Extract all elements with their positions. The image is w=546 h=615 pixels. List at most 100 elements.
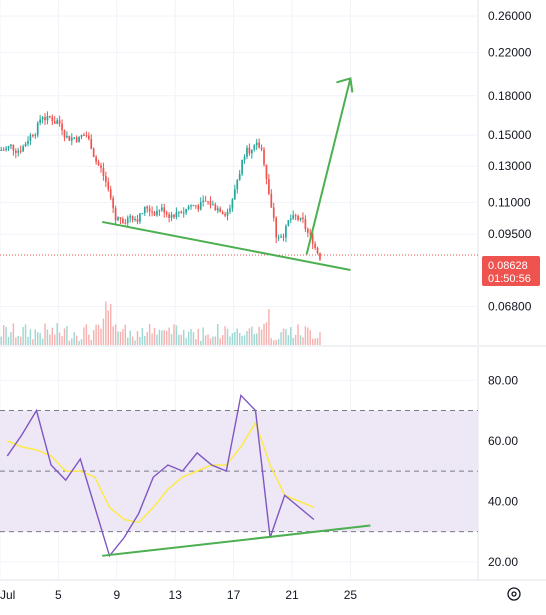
volume-bar: [112, 326, 114, 345]
candle-body: [112, 198, 115, 209]
volume-bar: [24, 324, 27, 345]
candle-body: [177, 211, 180, 213]
volume-bar: [22, 327, 24, 345]
candle-body: [129, 216, 132, 218]
candle-body: [319, 253, 321, 260]
candle-body: [10, 144, 12, 147]
candle-body: [216, 208, 219, 211]
volume-bar: [314, 338, 316, 345]
candle-body: [34, 135, 37, 137]
volume-bar: [294, 334, 297, 345]
candle-body: [131, 216, 134, 220]
price-tick-label: 0.11000: [488, 195, 531, 209]
candle-body: [289, 218, 292, 221]
volume-bar: [309, 330, 311, 345]
price-pane[interactable]: [0, 0, 478, 345]
volume-bar: [187, 331, 190, 345]
candle-body: [51, 116, 54, 122]
gear-icon[interactable]: [507, 587, 521, 601]
volume-bar: [119, 331, 122, 345]
volume-bars: [0, 301, 321, 345]
volume-bar: [19, 336, 22, 345]
candle-body: [199, 201, 202, 210]
rsi-support-trendline: [102, 524, 371, 557]
volume-bar: [46, 329, 49, 345]
candle-body: [14, 150, 17, 153]
volume-bar: [302, 337, 304, 345]
volume-bar: [107, 310, 110, 345]
rsi-tick-label: 60.00: [488, 434, 518, 448]
volume-bar: [270, 338, 273, 345]
volume-bar: [134, 340, 136, 345]
volume-bar: [127, 337, 129, 345]
volume-bar: [85, 324, 88, 345]
candle-body: [285, 225, 287, 238]
volume-bar: [316, 338, 319, 345]
candle-body: [139, 213, 141, 222]
volume-bar: [36, 332, 39, 345]
last-price-badge: 0.08628 01:50:56: [482, 256, 540, 286]
volume-bar: [151, 333, 153, 345]
candle-body: [248, 147, 251, 154]
volume-bar: [165, 330, 168, 345]
candle-body: [75, 137, 78, 142]
price-axis[interactable]: 0.26000 0.22000 0.18000 0.15000 0.13000 0.110…: [488, 9, 532, 313]
candle-body: [31, 135, 34, 137]
rsi-axis[interactable]: 80.00 60.00 40.00 20.00: [488, 373, 518, 569]
volume-bar: [68, 340, 71, 345]
volume-bar: [253, 334, 256, 345]
candle-body: [78, 136, 80, 142]
volume-bar: [63, 328, 66, 345]
volume-bar: [144, 335, 146, 345]
volume-bar: [56, 323, 58, 345]
candle-body: [270, 193, 273, 208]
volume-bar: [27, 336, 29, 345]
volume-bar: [34, 329, 37, 345]
candle-body: [277, 237, 280, 239]
volume-bar: [44, 323, 46, 345]
candle-body: [141, 213, 144, 215]
volume-bar: [75, 335, 78, 345]
volume-bar: [80, 339, 83, 345]
candle-body: [124, 222, 127, 224]
candle-body: [163, 207, 166, 213]
candle-body: [268, 178, 270, 194]
volume-bar: [282, 328, 285, 345]
volume-bar: [139, 336, 141, 345]
volume-bar: [275, 340, 277, 345]
volume-bar: [92, 330, 95, 345]
candle-body: [187, 206, 190, 209]
candle-body: [151, 211, 153, 213]
time-tick-label: 9: [113, 588, 120, 602]
price-grid: [0, 15, 478, 307]
volume-bar: [148, 323, 151, 345]
candle-body: [73, 137, 76, 139]
volume-bar: [229, 336, 231, 345]
candle-body: [136, 219, 139, 222]
candle-body: [56, 120, 59, 124]
candle-body: [117, 217, 119, 221]
candle-body: [0, 149, 3, 151]
volume-bar: [71, 338, 73, 345]
time-axis[interactable]: Jul 5 9 13 17 21 25: [0, 588, 357, 602]
volume-bar: [217, 324, 219, 345]
volume-bar: [285, 329, 287, 345]
candle-body: [39, 119, 42, 123]
candle-body: [241, 159, 243, 174]
price-tick-label: 0.13000: [488, 159, 532, 173]
candle-body: [287, 220, 290, 226]
rsi-signal-line: [7, 420, 315, 524]
volume-bar: [83, 327, 85, 345]
price-tick-label: 0.15000: [488, 128, 532, 142]
volume-bar: [173, 324, 175, 345]
volume-bar: [161, 330, 163, 345]
volume-bar: [49, 334, 51, 345]
candle-body: [44, 117, 46, 121]
volume-bar: [109, 304, 112, 345]
volume-bar: [268, 308, 270, 345]
volume-bar: [100, 328, 102, 345]
price-tick-label: 0.09500: [488, 227, 532, 241]
volume-bar: [175, 325, 178, 345]
candle-body: [231, 199, 234, 209]
